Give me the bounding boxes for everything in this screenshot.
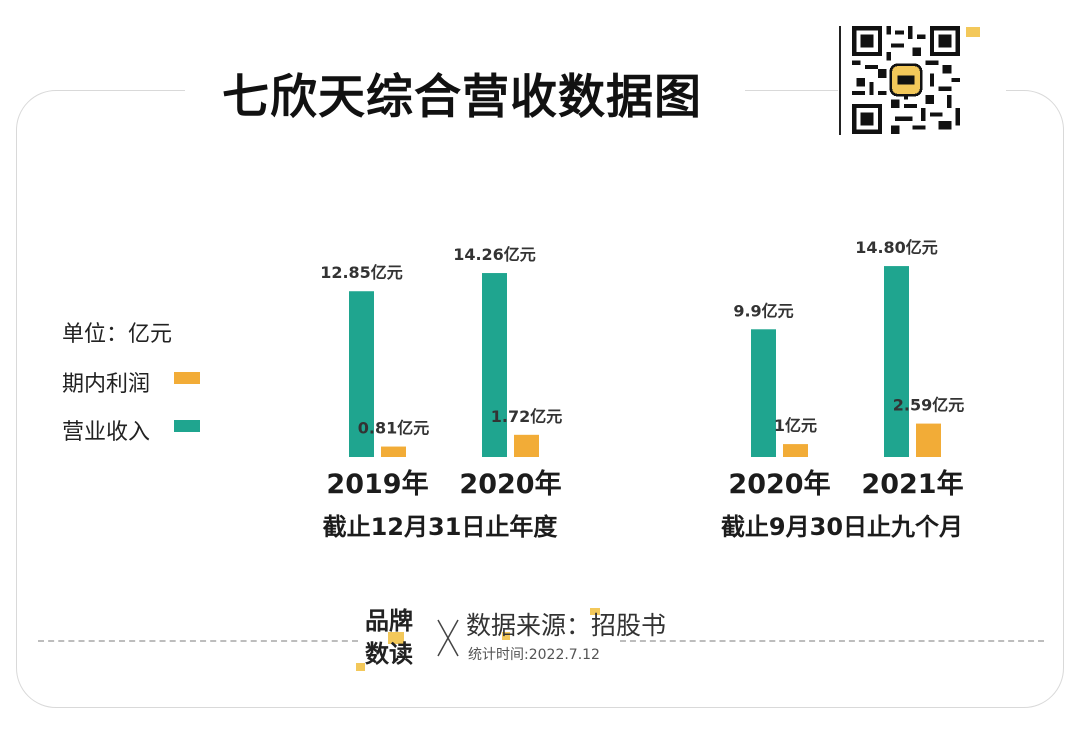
category-label-1-2: 2020年 [459,468,561,500]
unit-label: 单位：亿元 [62,322,173,347]
title-mask [185,70,745,120]
label-profit-2-1: 1亿元 [774,416,817,435]
label-revenue-1-2: 14.26亿元 [453,245,536,264]
chart-title: 七欣天综合营收数据图 [222,70,702,125]
legend-label-revenue: 营业收入 [62,420,151,445]
label-profit-2-2: 2.59亿元 [893,396,964,415]
brand-line-1: 品牌 [365,607,413,635]
brand-accent [388,632,404,644]
bar-revenue-2-2 [884,266,909,457]
brand-line-2: 数读 [365,640,413,668]
bar-profit-1-1 [381,446,406,457]
label-revenue-2-2: 14.80亿元 [855,238,938,257]
group-caption-1: 截止12月31日止年度 [323,513,559,541]
bar-revenue-1-2 [482,273,507,457]
legend-swatch-profit [174,372,200,384]
footer-dash-left [38,640,358,642]
stat-time: 统计时间:2022.7.12 [468,647,600,663]
label-revenue-2-1: 9.9亿元 [733,301,793,320]
footer-dash-right [620,640,1044,642]
legend-label-profit: 期内利润 [62,372,151,397]
category-label-1-1: 2019年 [326,468,428,500]
brand-accent-small [356,663,365,671]
category-label-2-1: 2020年 [728,468,830,500]
bar-profit-2-1 [783,444,808,457]
legend-swatch-revenue [174,420,200,432]
data-source: 数据来源：招股书 [466,611,667,640]
category-label-2-2: 2021年 [861,468,963,500]
bar-revenue-1-1 [349,291,374,457]
label-profit-1-1: 0.81亿元 [358,419,429,438]
label-profit-1-2: 1.72亿元 [491,407,562,426]
group-caption-2: 截止9月30日止九个月 [721,513,963,541]
label-revenue-1-1: 12.85亿元 [320,263,403,282]
qr-divider [839,26,841,135]
brand-logo: 品牌 数读 [365,605,413,671]
qr-code [852,26,960,134]
bar-profit-2-2 [916,423,941,457]
bar-revenue-2-1 [751,329,776,457]
source-accent [590,608,600,615]
brand-x-icon [437,619,459,657]
source-accent-small [502,632,510,640]
qr-accent [966,27,980,37]
bar-profit-1-2 [514,434,539,457]
